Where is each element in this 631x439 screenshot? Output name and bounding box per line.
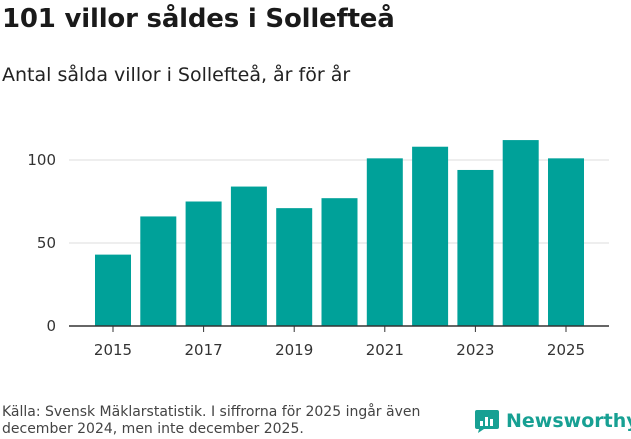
bar-2019[interactable]: [276, 208, 313, 326]
bar-2021[interactable]: [366, 158, 403, 326]
y-tick-label-100: 100: [27, 151, 56, 169]
x-tick-label-2019: 2019: [275, 341, 313, 359]
brand-name: Newsworthy: [506, 410, 631, 432]
y-axis-labels: 0 50 100: [27, 151, 56, 335]
bar-2020[interactable]: [321, 198, 358, 326]
source-note: Källa: Svensk Mäklarstatistik. I siffror…: [2, 404, 421, 437]
x-tick-label-2023: 2023: [456, 341, 494, 359]
x-tick-label-2015: 2015: [94, 341, 132, 359]
x-tick-label-2017: 2017: [185, 341, 223, 359]
bar-2023[interactable]: [457, 169, 494, 326]
bars: [95, 140, 584, 326]
chart-subtitle: Antal sålda villor i Sollefteå, år för å…: [2, 64, 351, 86]
bar-2022[interactable]: [412, 146, 449, 326]
y-tick-label-50: 50: [37, 234, 56, 252]
x-tick-label-2021: 2021: [366, 341, 404, 359]
x-axis-labels: 2015 2017 2019 2021 2023 2025: [94, 326, 585, 359]
y-tick-label-0: 0: [46, 317, 56, 335]
bar-2016[interactable]: [140, 216, 177, 326]
newsworthy-logo: Newsworthy: [474, 408, 631, 434]
x-tick-label-2025: 2025: [547, 341, 585, 359]
bar-2018[interactable]: [230, 186, 267, 326]
bar-2017[interactable]: [185, 201, 222, 327]
bar-2024[interactable]: [502, 140, 539, 326]
newsworthy-logo-icon: [475, 410, 499, 433]
bar-2025[interactable]: [548, 158, 584, 326]
chart-title: 101 villor såldes i Sollefteå: [2, 4, 395, 34]
bar-2015[interactable]: [95, 254, 131, 326]
